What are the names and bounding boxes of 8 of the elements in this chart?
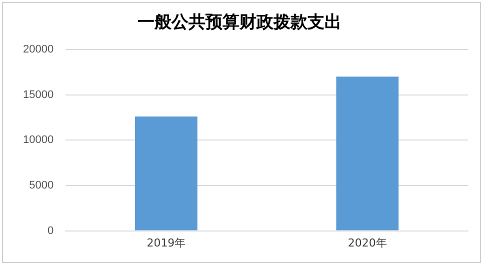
y-tick-label: 5000 [29,179,54,192]
x-tick-label: 2019年 [146,236,186,250]
y-tick-label: 0 [47,224,54,237]
y-tick-label: 10000 [22,134,54,146]
y-tick-label: 20000 [22,43,54,56]
y-tick-label: 15000 [22,88,54,101]
x-tick-label: 2020年 [348,236,387,250]
chart-title: 一般公共预算财政拨款支出 [138,12,342,33]
